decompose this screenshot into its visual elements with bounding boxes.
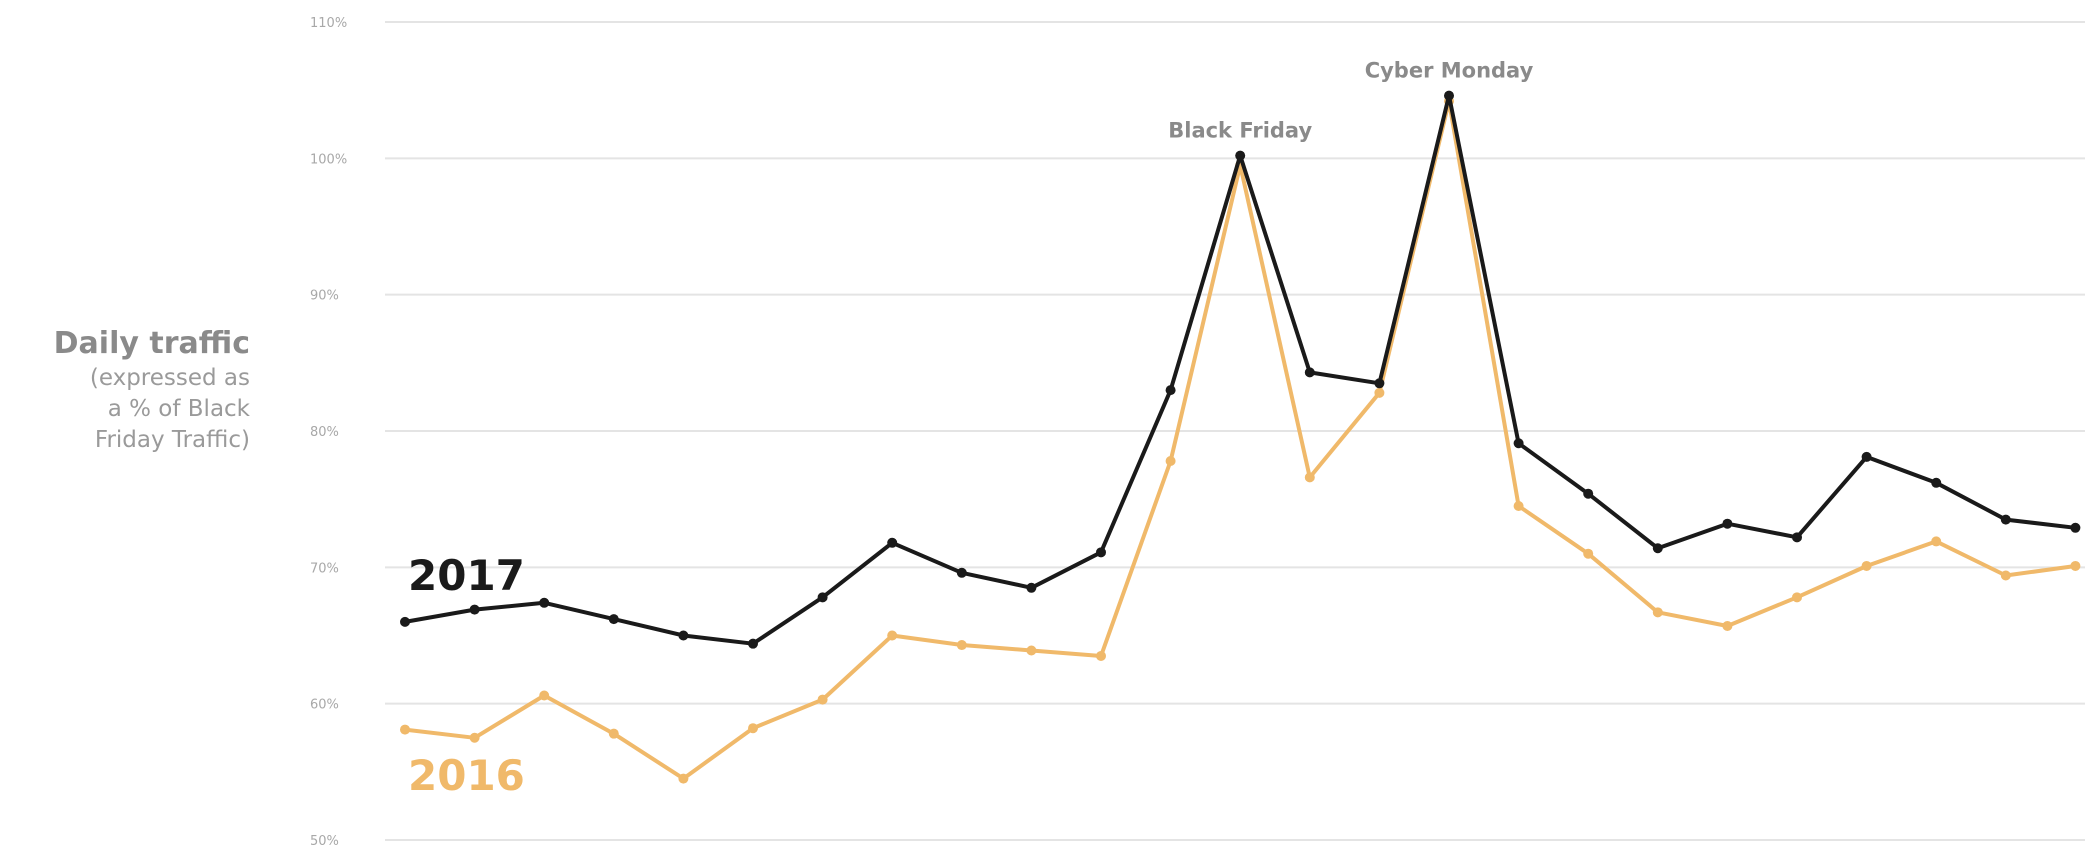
data-point-2017 [608,614,619,625]
data-point-2016 [1792,592,1802,603]
data-point-2016 [1026,645,1037,656]
y-axis-title: Daily traffic [53,326,250,361]
series-labels: 2017 2016 [408,551,525,800]
data-point-2017 [1861,451,1872,462]
series-line-2017 [404,93,2076,646]
y-tick-label: 100% [310,152,347,167]
data-point-2016 [2000,570,2011,581]
data-point-2016 [608,728,619,739]
data-point-2016 [400,724,410,735]
data-point-2016 [1722,620,1733,631]
data-point-2017 [400,616,410,627]
y-tick-label: 90% [310,289,339,304]
annotation-cyber-monday: Cyber Monday [1365,59,1534,83]
data-point-2017 [817,592,828,603]
data-point-2017 [1444,90,1454,101]
data-point-2017 [1722,518,1733,529]
data-point-2016 [1583,548,1594,559]
data-point-2017 [1583,488,1594,499]
series-layer [400,90,2081,784]
data-point-2016 [956,640,967,651]
data-point-2017 [1374,378,1385,389]
y-axis-subtitle-2: a % of Black [107,396,250,422]
y-tick-label: 70% [310,561,339,576]
y-axis-label: Daily traffic (expressed as a % of Black… [0,325,250,456]
annotations: Black Friday Cyber Monday [1168,59,1533,143]
data-point-2017 [1792,532,1802,543]
data-point-2016 [1304,472,1315,483]
y-tick-labels: 50% 60% 70% 80% 90% 100% 110% [310,16,347,848]
data-point-2017 [1304,367,1315,378]
series-label-2017: 2017 [408,551,525,600]
y-axis-subtitle-1: (expressed as [89,365,250,391]
data-point-2017 [1165,385,1176,396]
y-tick-label: 80% [310,425,339,440]
data-point-2017 [1026,582,1037,593]
data-point-2017 [2070,522,2081,533]
annotation-black-friday: Black Friday [1168,119,1312,143]
data-point-2016 [1096,650,1106,661]
series-line-2016 [404,99,2076,781]
data-point-2017 [748,638,758,649]
data-point-2016 [817,694,828,705]
data-point-2016 [1374,387,1385,398]
data-point-2017 [1235,150,1246,161]
data-point-2016 [748,723,758,734]
data-point-2017 [678,630,689,641]
data-point-2016 [1931,536,1942,547]
data-point-2016 [539,690,550,701]
data-point-2017 [1096,547,1106,558]
data-point-2016 [1652,607,1663,618]
y-tick-label: 50% [310,834,339,848]
y-axis-subtitle-3: Friday Traffic) [94,427,250,453]
data-point-2017 [539,597,550,608]
data-point-2016 [469,732,480,743]
data-point-2017 [887,537,898,548]
series-label-2016: 2016 [408,751,525,800]
data-point-2016 [678,773,689,784]
data-point-2017 [2000,514,2011,525]
data-point-2016 [1861,560,1872,571]
grid-layer [385,21,2085,841]
y-tick-label: 110% [310,16,347,31]
data-point-2017 [1931,477,1942,488]
y-tick-label: 60% [310,698,339,713]
data-point-2016 [887,630,898,641]
data-point-2017 [1652,543,1663,554]
data-point-2016 [1165,455,1176,466]
data-point-2017 [1513,438,1524,449]
data-point-2017 [469,604,480,615]
data-point-2017 [956,567,967,578]
data-point-2016 [1513,500,1524,511]
data-point-2016 [2070,560,2081,571]
